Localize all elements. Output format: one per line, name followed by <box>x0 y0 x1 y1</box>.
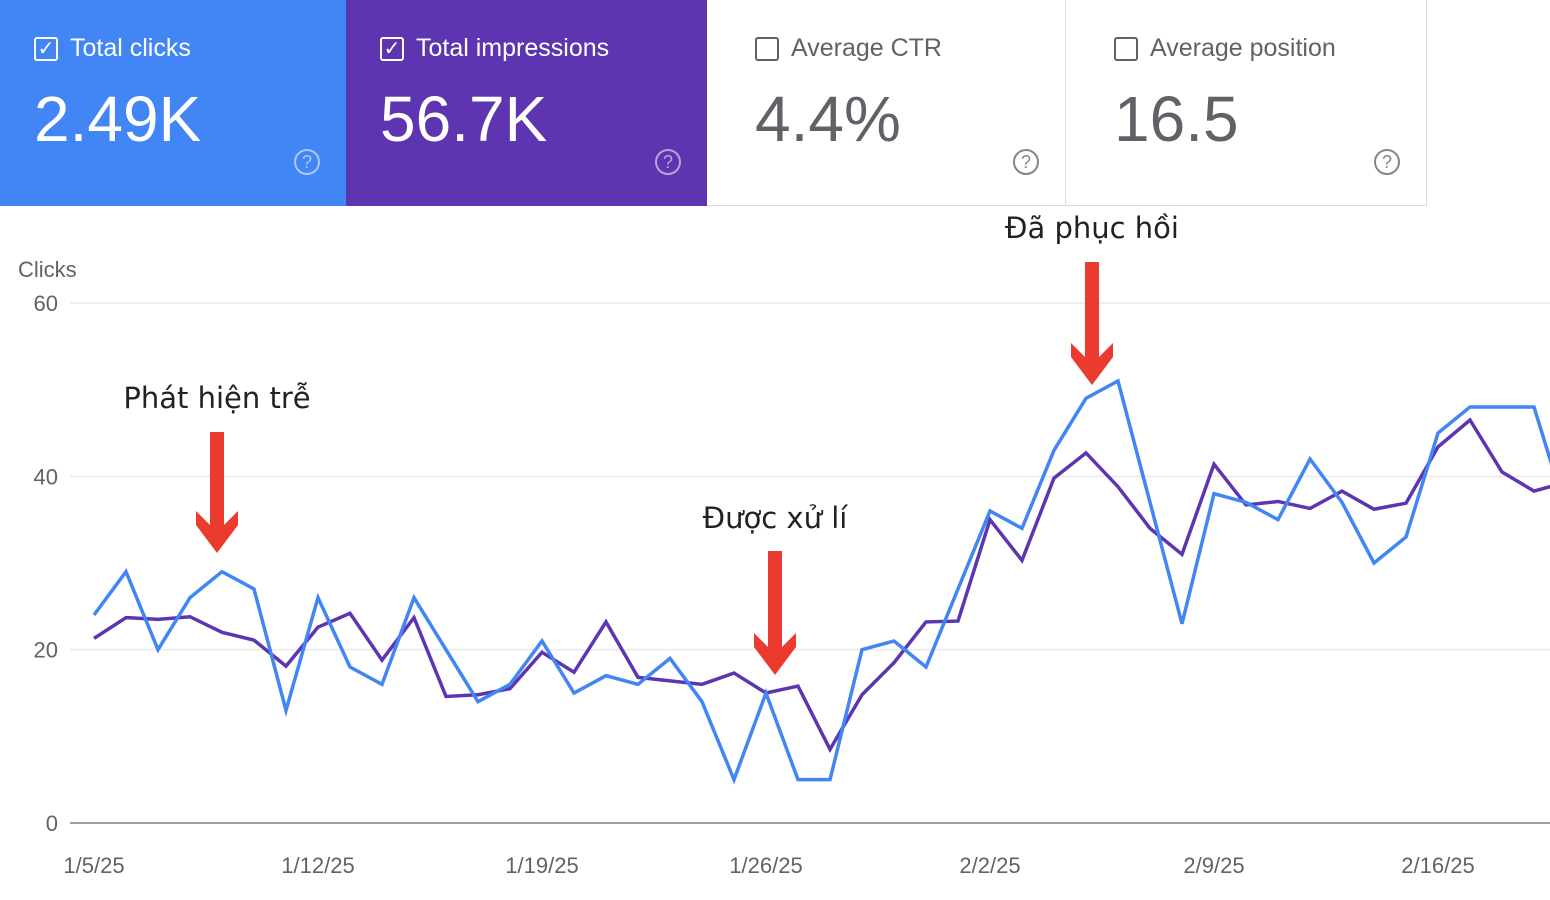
help-circle-icon[interactable]: ? <box>1013 149 1039 175</box>
checkbox-empty-icon[interactable] <box>1114 36 1138 61</box>
arrow-head <box>196 511 238 553</box>
down-arrow-icon <box>754 551 796 675</box>
metric-value: 4.4% <box>755 83 901 155</box>
y-tick-label: 20 <box>34 638 58 663</box>
x-tick-label: 2/2/25 <box>959 853 1020 878</box>
x-tick-label: 2/9/25 <box>1183 853 1244 878</box>
metric-value: 2.49K <box>34 83 202 155</box>
annotation-label: Đã phục hồi <box>1005 211 1179 245</box>
metric-value: 16.5 <box>1114 83 1239 155</box>
metric-label: Total impressions <box>416 34 610 62</box>
metric-card-total-impressions[interactable]: ✓ Total impressions 56.7K ? <box>346 0 707 206</box>
down-arrow-icon <box>1071 262 1113 385</box>
x-tick-label: 1/19/25 <box>505 853 578 878</box>
y-tick-label: 60 <box>34 291 58 316</box>
arrow-shaft <box>1085 262 1099 345</box>
arrow-shaft <box>768 551 782 635</box>
help-circle-icon[interactable]: ? <box>1374 149 1400 175</box>
arrow-shaft <box>210 432 224 513</box>
y-tick-label: 40 <box>34 464 58 489</box>
metric-value: 56.7K <box>380 83 548 155</box>
x-tick-label: 1/12/25 <box>281 853 354 878</box>
metric-label: Average CTR <box>791 34 942 62</box>
checkbox-empty-icon[interactable] <box>755 36 779 61</box>
checkbox-checked-icon[interactable]: ✓ <box>34 36 58 61</box>
x-tick-label: 1/26/25 <box>729 853 802 878</box>
series-line-impressions <box>93 417 1550 753</box>
metric-label: Average position <box>1150 34 1336 62</box>
x-tick-label: 2/16/25 <box>1401 853 1474 878</box>
metric-card-average-ctr[interactable]: Average CTR 4.4% ? <box>707 0 1066 206</box>
down-arrow-icon <box>196 432 238 553</box>
annotation-label: Phát hiện trễ <box>123 381 310 415</box>
x-tick-label: 1/5/25 <box>63 853 124 878</box>
metric-card-total-clicks[interactable]: ✓ Total clicks 2.49K ? <box>0 0 346 206</box>
help-circle-icon[interactable]: ? <box>294 149 320 175</box>
metric-label: Total clicks <box>70 34 191 62</box>
series-line-clicks <box>92 378 1550 785</box>
arrow-head <box>754 633 796 675</box>
checkbox-checked-icon[interactable]: ✓ <box>380 36 404 61</box>
help-circle-icon[interactable]: ? <box>655 149 681 175</box>
metric-card-average-position[interactable]: Average position 16.5 ? <box>1066 0 1427 206</box>
annotation-label: Được xử lí <box>703 501 849 535</box>
y-tick-label: 0 <box>46 811 58 836</box>
y-axis-label: Clicks <box>18 257 77 282</box>
arrow-head <box>1071 343 1113 385</box>
